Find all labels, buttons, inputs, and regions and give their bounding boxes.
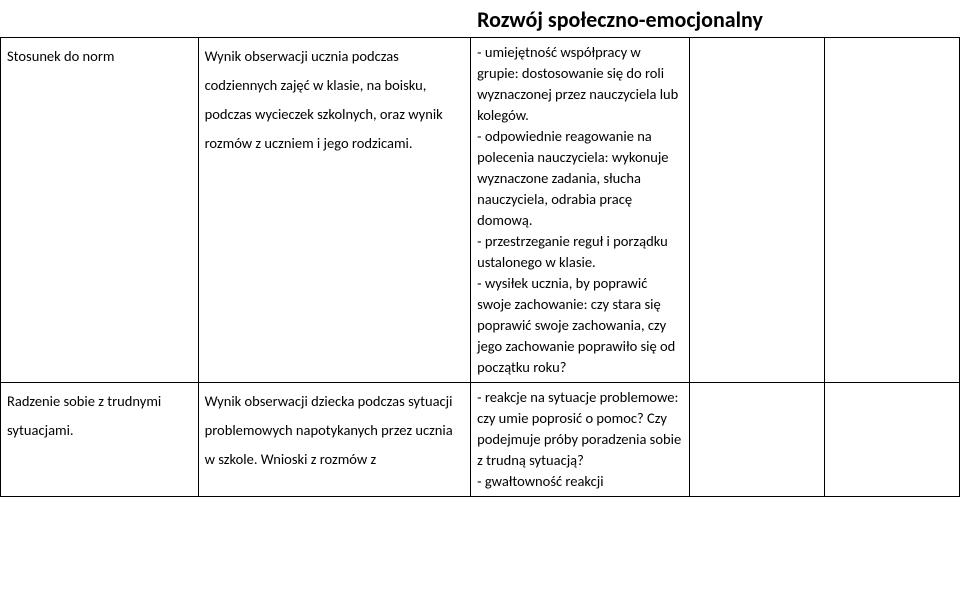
criterion-cell: Radzenie sobie z trudnymi sytuacjami.: [1, 383, 199, 497]
criterion-cell: Stosunek do norm: [1, 38, 199, 383]
document-page: Rozwój społeczno-emocjonalny Stosunek do…: [0, 0, 960, 608]
table-row: Stosunek do normWynik obserwacji ucznia …: [1, 38, 960, 383]
criteria-table: Stosunek do normWynik obserwacji ucznia …: [0, 37, 960, 497]
source-cell: Wynik obserwacji dziecka podczas sytuacj…: [198, 383, 471, 497]
empty-cell: [689, 383, 824, 497]
source-cell: Wynik obserwacji ucznia podczas codzienn…: [198, 38, 471, 383]
indicators-cell: - umiejętność współpracy w grupie: dosto…: [471, 38, 689, 383]
empty-cell: [689, 38, 824, 383]
table-row: Radzenie sobie z trudnymi sytuacjami.Wyn…: [1, 383, 960, 497]
empty-cell: [824, 383, 959, 497]
empty-cell: [824, 38, 959, 383]
indicators-cell: - reakcje na sytuacje problemowe: czy um…: [471, 383, 689, 497]
section-title: Rozwój społeczno-emocjonalny: [280, 0, 960, 37]
